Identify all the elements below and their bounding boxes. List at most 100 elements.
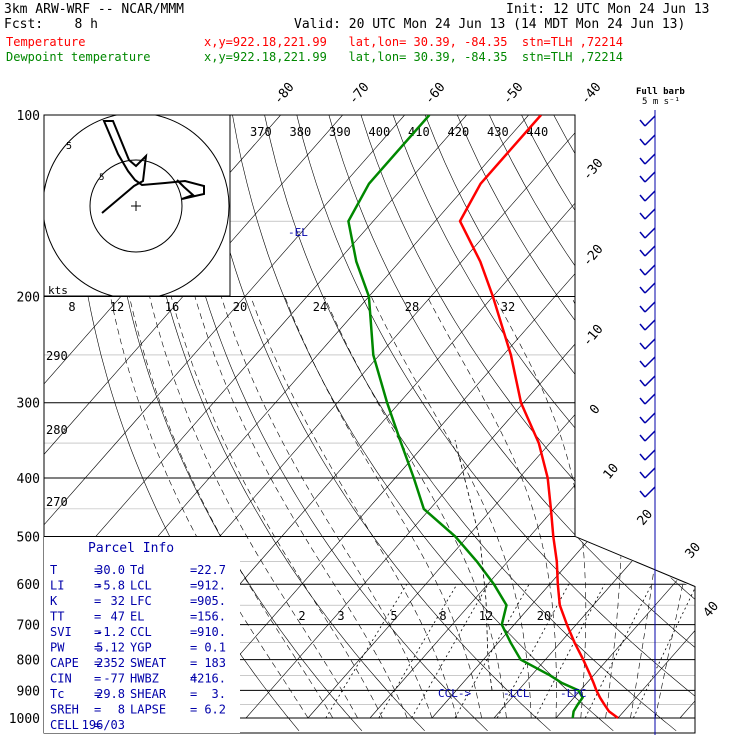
parcel-value: 3. [212, 687, 226, 701]
forecast-hour: Fcst: 8 h [4, 17, 98, 32]
moist-adiabat [149, 296, 358, 719]
moist-adiabat [571, 296, 622, 719]
theta-e-label: 380 [290, 125, 312, 139]
parcel-eq: = [94, 563, 101, 577]
parcel-eq: = [94, 672, 101, 686]
theta-labels: 290 280 270 [46, 349, 68, 509]
pressure-label: 800 [17, 654, 40, 669]
wind-barb [644, 486, 656, 498]
moist-adiabat [654, 296, 695, 719]
isotherm [493, 115, 695, 719]
theta-label: 270 [46, 495, 68, 509]
dry-adiabat [328, 115, 695, 732]
wind-barb [644, 171, 656, 183]
parcel-eq: = [190, 594, 197, 608]
wind-barb [644, 375, 656, 387]
isotherm-label: -50 [500, 80, 527, 108]
isotherm-label: 10 [601, 461, 623, 483]
wind-barb [644, 467, 656, 479]
wind-barb [644, 319, 656, 331]
isotherm-label: -20 [580, 242, 607, 270]
mixing-ratio-line [584, 584, 653, 719]
isotherm-label: -80 [271, 80, 298, 108]
isotherm-label: 20 [635, 507, 657, 529]
wind-barb [639, 194, 646, 202]
parcel-eq: = [190, 656, 197, 670]
wind-barb [644, 227, 656, 239]
theta-e-label: 410 [408, 125, 430, 139]
moist-adiabat [110, 296, 309, 719]
parcel-eq: = [190, 625, 197, 639]
parcel-value: 183 [204, 656, 226, 670]
parcel-value: -77 [103, 672, 125, 686]
parcel-key: SWEAT [130, 656, 166, 670]
hodograph-inner-ring-label: 5 [99, 173, 104, 183]
dry-adiabat [553, 115, 695, 732]
parcel-eq: = [190, 579, 197, 593]
isotherm-label: -10 [580, 322, 607, 350]
mixing-ratio-line [496, 584, 570, 719]
wind-barb [639, 471, 646, 479]
dry-adiabat [264, 115, 677, 732]
parcel-key: CCL [130, 625, 152, 639]
theta-e-label: 430 [487, 125, 509, 139]
pressure-label: 900 [17, 684, 40, 699]
wind-barb [644, 245, 656, 257]
theta-e-label: 420 [448, 125, 470, 139]
parcel-value: 912. [197, 579, 226, 593]
wind-barbs [639, 110, 656, 735]
isotherm-label: -40 [578, 80, 605, 108]
parcel-eq: = [94, 641, 101, 655]
mixing-ratio-line [378, 583, 458, 719]
parcel-value: 0.1 [204, 641, 226, 655]
wind-barb [644, 338, 656, 350]
isotherm [44, 115, 343, 719]
isotherm [44, 115, 467, 719]
wind-barb-units: 5 m s⁻¹ [642, 97, 680, 107]
mixing-ratio-line [325, 583, 408, 719]
moist-adiabat [250, 296, 458, 719]
wind-barb [639, 360, 646, 368]
parcel-eq: = [190, 563, 197, 577]
wind-barb [639, 138, 646, 146]
moist-adiabat [284, 296, 482, 719]
parcel-eq: = [190, 687, 197, 701]
moist-adiabat [426, 296, 557, 718]
wind-barb [639, 434, 646, 442]
pressure-label: 200 [17, 291, 40, 306]
wind-barb [644, 208, 656, 220]
wind-barb [639, 342, 646, 350]
parcel-eq: = [94, 594, 101, 608]
wind-barb [644, 190, 656, 202]
parcel-key: Tc [50, 687, 64, 701]
dry-adiabat [103, 115, 363, 732]
level-annotations: -EL CCL-> -LCL -LFC [288, 226, 587, 700]
moist-adiabat [494, 296, 587, 719]
parcel-value: 905. [197, 594, 226, 608]
parcel-eq: = [94, 703, 101, 717]
wind-barb [639, 379, 646, 387]
parcel-eq: = [190, 703, 197, 717]
parcel-eq: = [94, 625, 101, 639]
moist-adiabat [220, 296, 433, 719]
moist-adiabat [324, 296, 507, 719]
wind-barb [644, 264, 656, 276]
isotherm-label: 40 [701, 599, 723, 621]
moist-adiabat [170, 296, 383, 719]
dry-adiabat [135, 115, 425, 732]
lcl-label: -LCL [503, 687, 530, 700]
parcel-value: 2352 [96, 656, 125, 670]
dry-adiabat [457, 115, 695, 732]
parcel-info-bg [44, 537, 240, 733]
isotherm [44, 115, 405, 719]
isotherm [307, 115, 695, 719]
dry-adiabat [296, 115, 695, 732]
parcel-info-title: Parcel Info [88, 541, 174, 556]
dry-adiabat [521, 115, 695, 732]
hodograph-ring [89, 159, 183, 253]
speed-label: 24 [313, 300, 327, 314]
speed-label: 32 [501, 300, 515, 314]
wind-barb [639, 453, 646, 461]
parcel-eq: = [190, 672, 197, 686]
